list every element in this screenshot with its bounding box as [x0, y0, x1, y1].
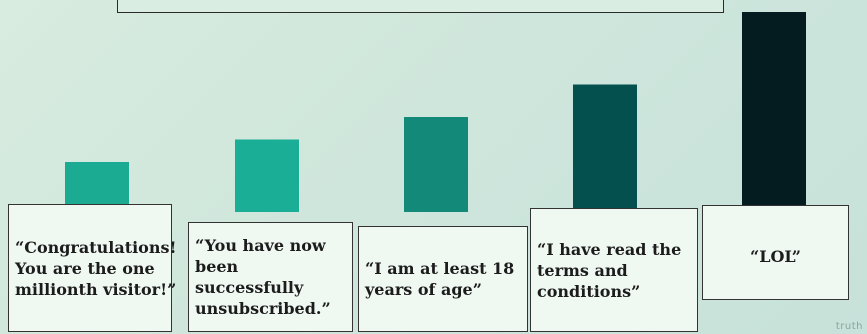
- bar-5: [742, 12, 806, 212]
- category-label-5: “LOL”: [702, 205, 849, 300]
- bar-3: [404, 117, 468, 212]
- category-label-4: “I have read the terms and conditions”: [530, 208, 698, 332]
- bar-4: [573, 84, 637, 212]
- bar-1: [65, 162, 129, 212]
- title-box: [117, 0, 724, 13]
- bar-2: [235, 139, 299, 212]
- category-label-2: “You have now been successfully unsubscr…: [188, 222, 353, 332]
- watermark: truth: [835, 321, 863, 332]
- category-label-3: “I am at least 18 years of age”: [358, 226, 528, 332]
- category-label-1: “Congratulations! You are the one millio…: [8, 204, 177, 332]
